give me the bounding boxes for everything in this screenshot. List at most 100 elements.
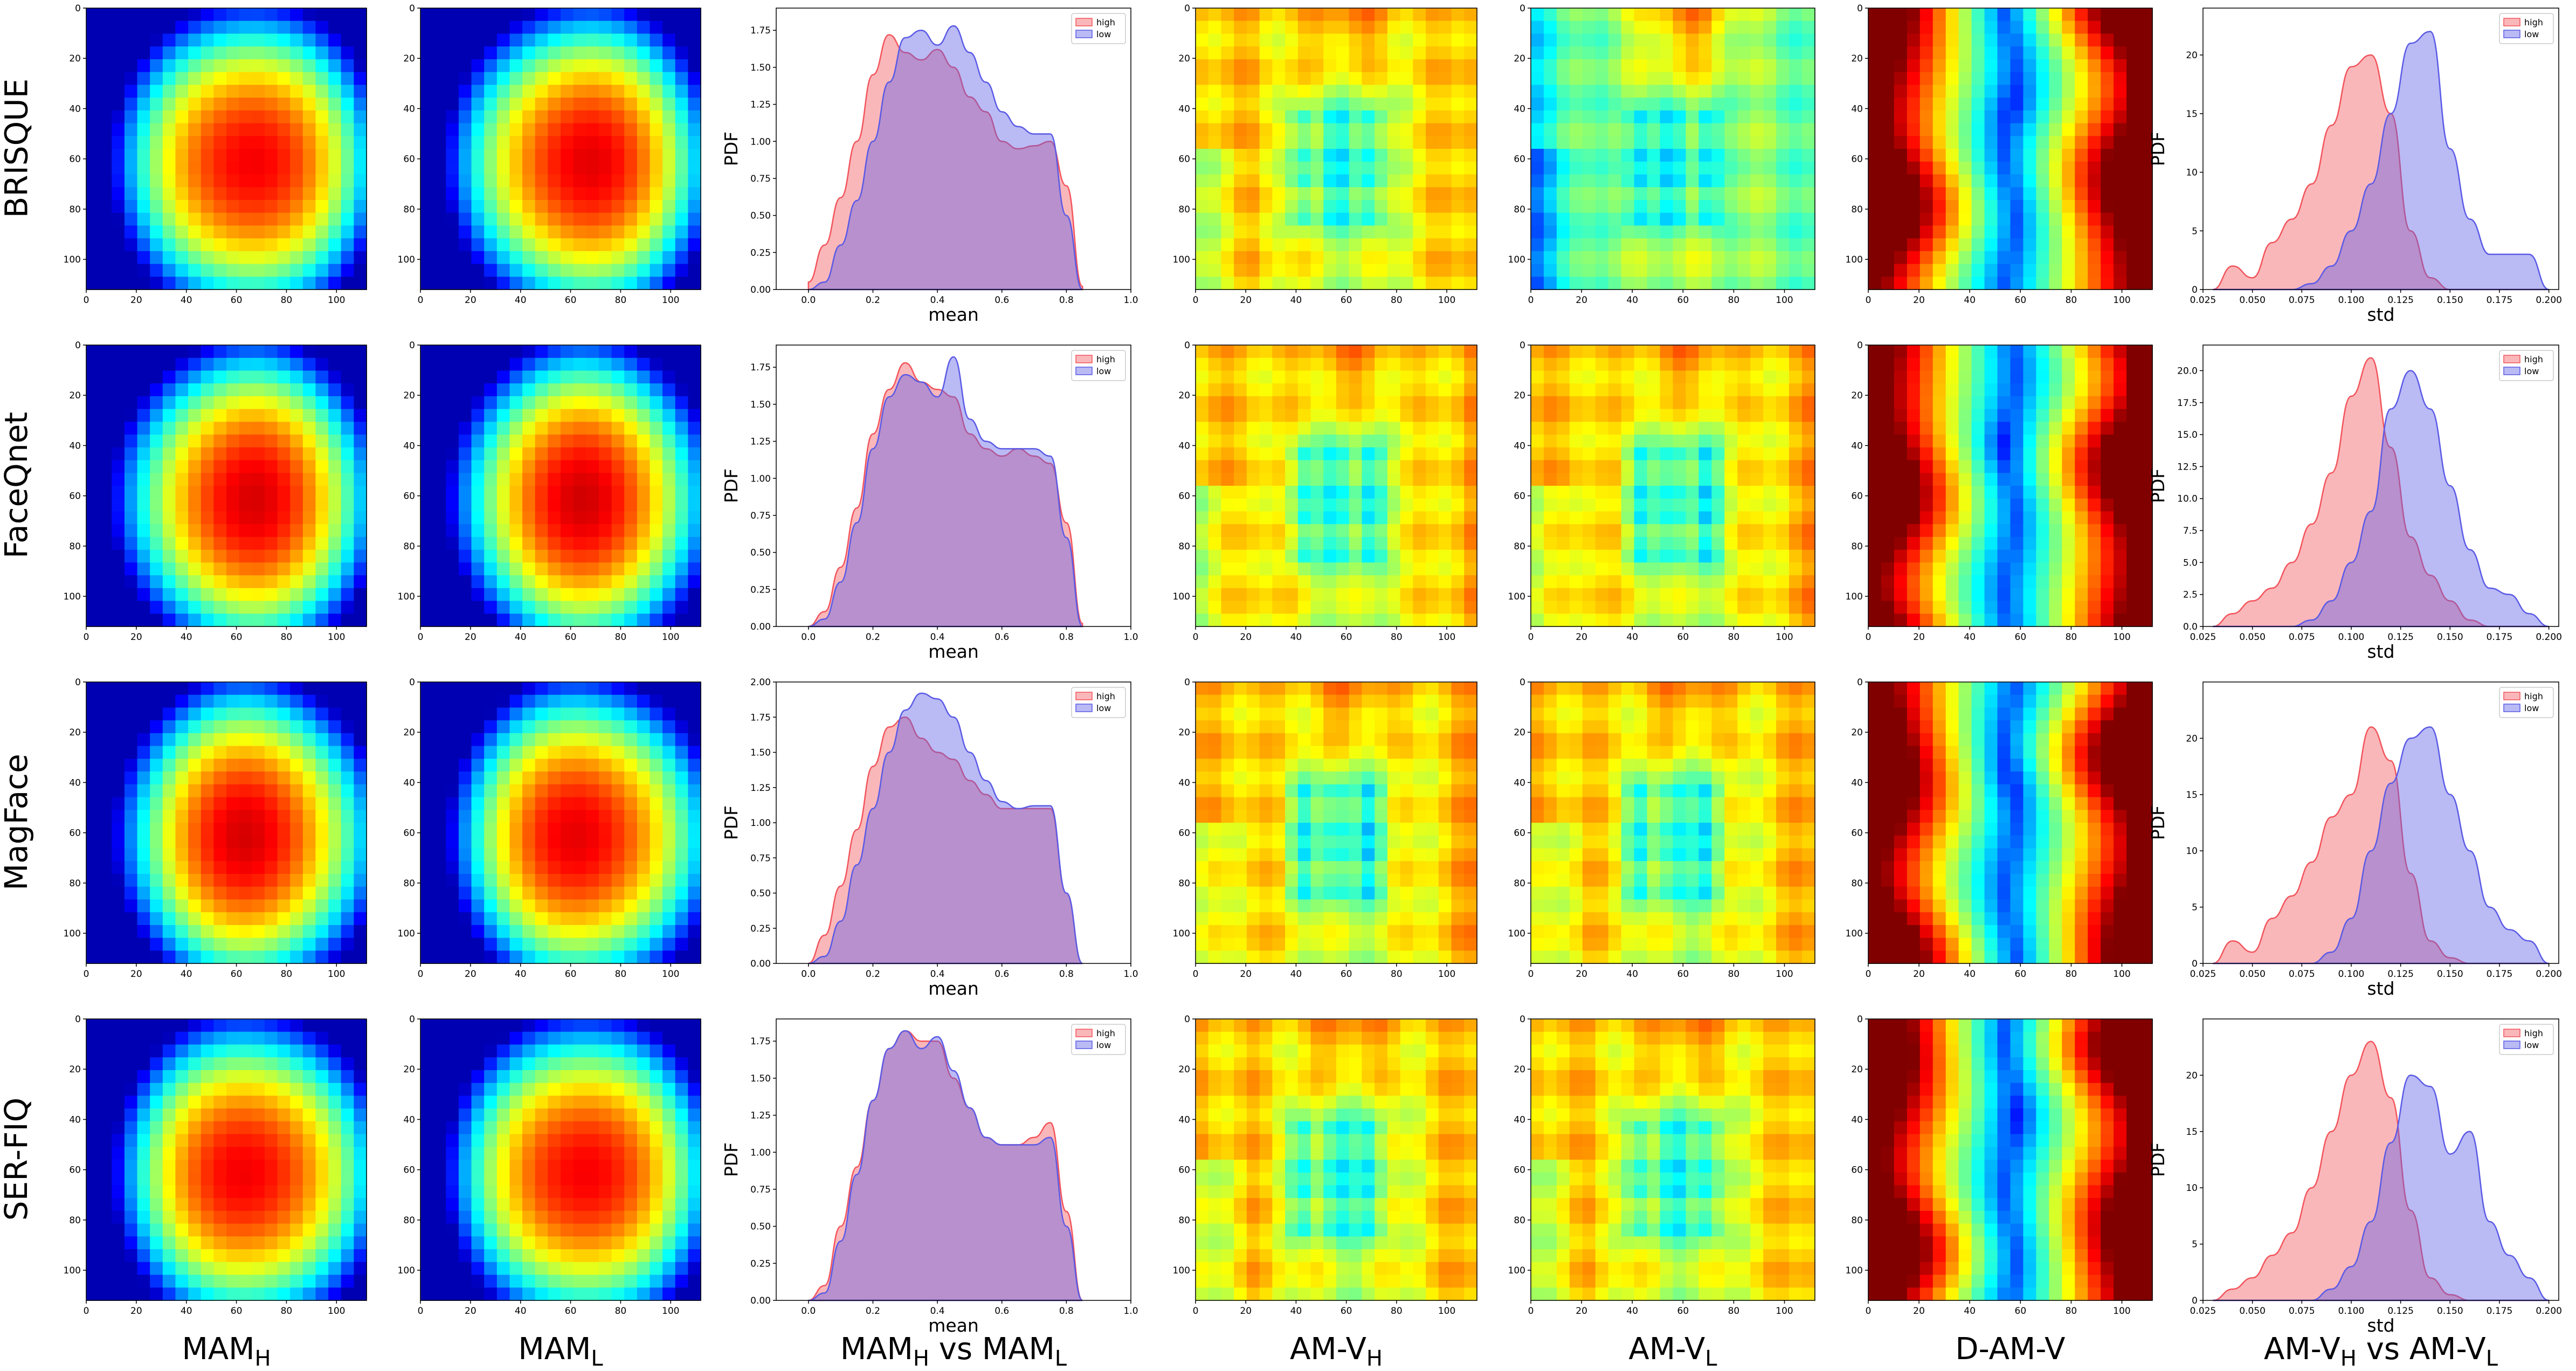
y-tick-label: 40 xyxy=(1851,440,1863,451)
y-tick-label: 80 xyxy=(403,541,415,552)
x-tick-label: 100 xyxy=(1776,1306,1793,1317)
legend-swatch-low xyxy=(2504,367,2520,375)
legend-label-high: high xyxy=(2524,354,2543,364)
x-tick-label: 0 xyxy=(418,1306,424,1317)
legend-label-low: low xyxy=(1096,29,1111,39)
x-tick-label: 80 xyxy=(2066,1306,2077,1317)
column-label-amvh: AM-VH xyxy=(1196,1332,1477,1369)
x-tick-label: 80 xyxy=(1391,1306,1403,1317)
x-tick-label: 0.6 xyxy=(995,1306,1009,1317)
y-tick-label: 1.50 xyxy=(750,748,771,759)
y-tick-label: 40 xyxy=(403,440,415,451)
legend-swatch-low xyxy=(1076,30,1092,38)
y-tick-label: 1.50 xyxy=(750,63,771,73)
x-tick-label: 100 xyxy=(1438,632,1455,643)
x-tick-label: 100 xyxy=(1776,632,1793,643)
column-label-part: MAM xyxy=(182,1332,254,1367)
row-label: MagFace xyxy=(0,677,32,968)
y-tick-label: 100 xyxy=(398,254,415,265)
x-tick-label: 20 xyxy=(465,632,476,643)
x-tick-label: 0.025 xyxy=(2190,969,2216,980)
y-tick-label: 12.5 xyxy=(2177,461,2198,472)
y-tick-label: 20 xyxy=(1178,390,1190,401)
y-axis-label: PDF xyxy=(721,132,742,166)
y-tick-label: 2.00 xyxy=(750,677,771,688)
legend-label-high: high xyxy=(2524,1028,2543,1038)
column-label-mean_pdf: MAMH vs MAML xyxy=(776,1332,1131,1369)
y-tick-label: 15.0 xyxy=(2177,430,2198,440)
y-tick-label: 80 xyxy=(69,878,81,889)
x-tick-label: 20 xyxy=(130,1306,142,1317)
y-tick-label: 0 xyxy=(409,3,415,14)
legend-swatch-low xyxy=(1076,367,1092,375)
y-tick-label: 60 xyxy=(1514,1165,1525,1176)
x-tick-label: 100 xyxy=(2113,969,2130,980)
x-tick-label: 0.175 xyxy=(2487,295,2513,306)
y-tick-label: 0 xyxy=(75,3,81,14)
x-tick-label: 40 xyxy=(1626,295,1638,306)
column-label-part: L xyxy=(1055,1346,1067,1371)
x-tick-label: 80 xyxy=(281,969,293,980)
pdf-area-low xyxy=(2213,32,2549,290)
x-tick-label: 60 xyxy=(231,632,243,643)
y-tick-label: 15 xyxy=(2186,790,2198,801)
y-tick-label: 40 xyxy=(403,104,415,114)
y-tick-label: 80 xyxy=(1514,541,1525,552)
y-tick-label: 15 xyxy=(2186,1127,2198,1138)
y-tick-label: 1.75 xyxy=(750,362,771,373)
x-tick-label: 0 xyxy=(418,632,424,643)
x-tick-label: 0 xyxy=(1528,1306,1534,1317)
x-tick-label: 100 xyxy=(1438,295,1455,306)
y-tick-label: 0.25 xyxy=(750,924,771,934)
x-tick-label: 40 xyxy=(515,969,527,980)
y-tick-label: 20.0 xyxy=(2177,366,2198,376)
y-tick-label: 80 xyxy=(403,204,415,215)
x-tick-label: 100 xyxy=(1776,969,1793,980)
legend-swatch-low xyxy=(1076,1041,1092,1049)
y-tick-label: 40 xyxy=(1514,777,1525,788)
y-tick-label: 40 xyxy=(1178,440,1190,451)
legend-label-high: high xyxy=(1096,354,1115,364)
x-tick-label: 80 xyxy=(1391,632,1403,643)
column-label-part: H xyxy=(254,1346,271,1371)
y-tick-label: 100 xyxy=(398,1265,415,1276)
y-tick-label: 1.50 xyxy=(750,1073,771,1084)
y-tick-label: 0 xyxy=(409,677,415,688)
pdf-area-low xyxy=(809,693,1082,963)
legend-swatch-high xyxy=(2504,692,2520,700)
y-tick-label: 0 xyxy=(1184,3,1190,14)
y-tick-label: 20 xyxy=(1851,1064,1863,1075)
y-tick-label: 2.5 xyxy=(2183,590,2198,601)
y-tick-label: 80 xyxy=(1514,1215,1525,1226)
y-tick-label: 20 xyxy=(2186,1070,2198,1081)
x-tick-label: 100 xyxy=(1438,1306,1455,1317)
y-tick-label: 10 xyxy=(2186,1183,2198,1194)
x-tick-label: 0 xyxy=(1528,632,1534,643)
x-tick-label: 60 xyxy=(565,295,577,306)
x-tick-label: 80 xyxy=(615,295,627,306)
y-tick-label: 0.75 xyxy=(750,174,771,184)
y-tick-label: 60 xyxy=(1514,828,1525,839)
y-tick-label: 20 xyxy=(1514,727,1525,738)
x-tick-label: 0.050 xyxy=(2239,632,2266,643)
x-tick-label: 0 xyxy=(1866,1306,1871,1317)
x-tick-label: 1.0 xyxy=(1123,1306,1138,1317)
legend-swatch-low xyxy=(1076,704,1092,712)
x-tick-label: 20 xyxy=(465,969,476,980)
x-tick-label: 80 xyxy=(1728,632,1740,643)
y-tick-label: 100 xyxy=(64,591,81,602)
x-tick-label: 0.0 xyxy=(801,969,816,980)
row-label-text: SER-FIQ xyxy=(0,1098,34,1221)
y-tick-label: 100 xyxy=(1173,254,1190,265)
x-tick-label: 0.100 xyxy=(2338,295,2365,306)
column-label-part: L xyxy=(2486,1346,2498,1371)
legend-label-high: high xyxy=(1096,17,1115,27)
row-label-text: FaceQnet xyxy=(0,412,34,559)
